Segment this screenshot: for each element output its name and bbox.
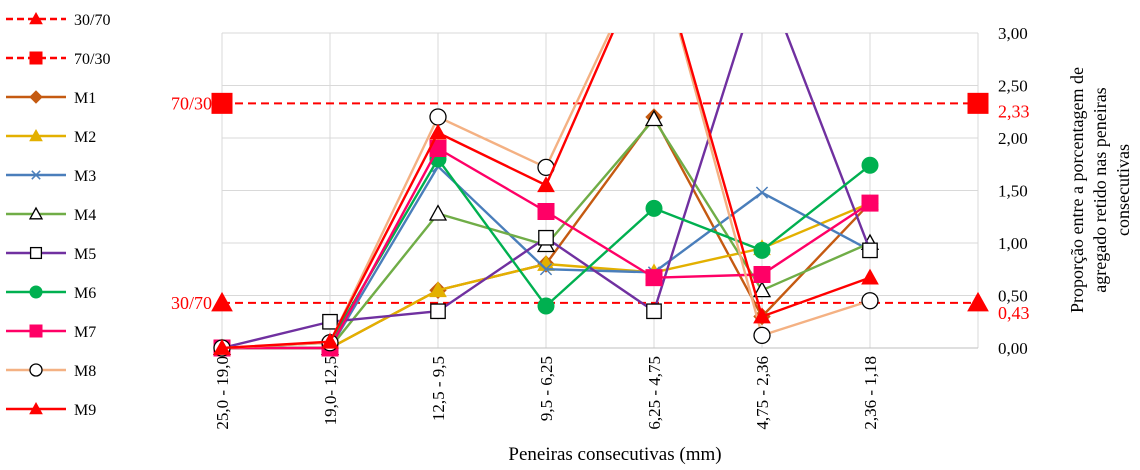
y-axis-title: Proporção entre a porcentagem de agregado… <box>1067 67 1133 313</box>
data-point <box>428 204 448 221</box>
y-tick-label: 1,00 <box>998 234 1028 253</box>
series-group <box>212 33 880 357</box>
legend-marker <box>29 363 43 377</box>
y-tick-label: 0,50 <box>998 287 1028 306</box>
legend-marker <box>29 51 43 65</box>
data-point <box>862 242 878 259</box>
x-tick-label: 9,5 - 6,25 <box>537 356 556 421</box>
legend-marker <box>29 128 43 142</box>
x-tick-label: 6,25 - 4,75 <box>645 356 664 430</box>
y-tick-label: 0,00 <box>998 339 1028 358</box>
data-point <box>861 156 879 174</box>
x-tick-label: 25,0 - 19,0 <box>213 356 232 430</box>
y-tick-label: 2,00 <box>998 129 1028 148</box>
reference-label-right: 2,33 <box>998 101 1030 121</box>
reference-label-left: 30/70 <box>171 293 212 313</box>
x-tick-label: 12,5 - 9,5 <box>429 356 448 421</box>
data-point <box>646 303 662 320</box>
legend-item-m7: M7 <box>6 324 96 341</box>
series-m9 <box>213 33 879 355</box>
data-point <box>321 332 339 349</box>
reference-line-30-70: 30/70 0,43 <box>171 291 1030 323</box>
legend-item-m2: M2 <box>6 128 96 146</box>
reference-label-right: 0,43 <box>998 303 1030 323</box>
legend-item-m3: M3 <box>6 168 96 185</box>
reference-line-70-30: 70/30 2,33 <box>171 92 1030 121</box>
legend-item-m6: M6 <box>6 285 96 302</box>
data-point <box>645 269 663 287</box>
data-point <box>861 292 879 310</box>
data-point <box>753 307 771 324</box>
data-point <box>752 280 772 298</box>
legend-label: M9 <box>74 402 96 419</box>
data-point <box>538 229 554 246</box>
reference-marker-left <box>211 92 233 114</box>
legend-label: M2 <box>74 129 96 146</box>
legend-item-m1: M1 <box>6 90 96 107</box>
data-point <box>537 176 555 193</box>
y-tick-label: 1,50 <box>998 182 1028 201</box>
y-tick-labels: 0,00 0,50 1,00 1,50 2,00 2,50 3,00 <box>998 24 1028 358</box>
x-axis-title: Peneiras consecutivas (mm) <box>508 444 721 465</box>
legend-label: M7 <box>74 324 96 341</box>
y-tick-label: 3,00 <box>998 24 1028 43</box>
x-tick-label: 19,0- 12,5 <box>321 356 340 425</box>
legend-item-30-70: 30/70 <box>6 11 110 29</box>
legend-marker <box>29 324 43 338</box>
y-axis-title-line: consecutivas <box>1113 144 1133 236</box>
data-point <box>429 123 447 140</box>
legend-marker <box>29 401 43 415</box>
legend-marker <box>29 11 43 25</box>
legend-label: 70/30 <box>74 51 110 68</box>
legend-marker <box>31 170 41 180</box>
legend-marker <box>29 90 43 104</box>
reference-marker-left <box>211 291 233 312</box>
legend-label: M5 <box>74 246 96 263</box>
legend: 30/70 70/30 M1 M2 M3 M4 M5 M6 M7 M8 M9 <box>6 11 110 419</box>
data-point <box>644 109 664 127</box>
reference-marker-right <box>967 92 989 114</box>
data-point <box>213 338 231 355</box>
reference-label-left: 70/30 <box>171 93 212 113</box>
legend-label: 30/70 <box>74 12 110 29</box>
legend-label: M6 <box>74 285 96 302</box>
data-point <box>861 268 879 285</box>
legend-label: M4 <box>74 207 96 224</box>
legend-marker <box>28 206 44 220</box>
data-point <box>429 108 447 126</box>
x-tick-labels: 25,0 - 19,0 19,0- 12,5 12,5 - 9,5 9,5 - 6,2… <box>213 356 880 430</box>
data-point <box>753 266 771 283</box>
legend-item-m5: M5 <box>6 246 96 263</box>
data-point <box>429 281 447 298</box>
legend-label: M1 <box>74 90 96 107</box>
legend-item-m8: M8 <box>6 363 96 380</box>
legend-item-70-30: 70/30 <box>6 51 110 68</box>
y-axis-title-line: Proporção entre a porcentagem de <box>1067 67 1087 313</box>
data-point <box>755 186 769 199</box>
data-point <box>537 203 555 220</box>
y-tick-label: 2,50 <box>998 77 1028 96</box>
legend-label: M8 <box>74 363 96 380</box>
data-point <box>322 313 338 330</box>
legend-marker <box>29 285 43 299</box>
legend-label: M3 <box>74 168 96 185</box>
y-axis-title-line: agregado retido nas peneiras <box>1090 87 1110 292</box>
data-point <box>645 199 663 217</box>
x-tick-label: 2,36 - 1,18 <box>861 356 880 430</box>
legend-item-m4: M4 <box>6 206 96 224</box>
x-tick-label: 4,75 - 2,36 <box>753 356 772 430</box>
legend-marker <box>29 246 43 260</box>
data-point <box>861 194 879 212</box>
legend-item-m9: M9 <box>6 401 96 419</box>
data-point <box>430 303 446 320</box>
data-point <box>753 326 771 345</box>
data-point <box>753 241 771 259</box>
reference-marker-right <box>967 291 989 312</box>
data-point <box>537 297 555 315</box>
data-point <box>539 263 553 276</box>
